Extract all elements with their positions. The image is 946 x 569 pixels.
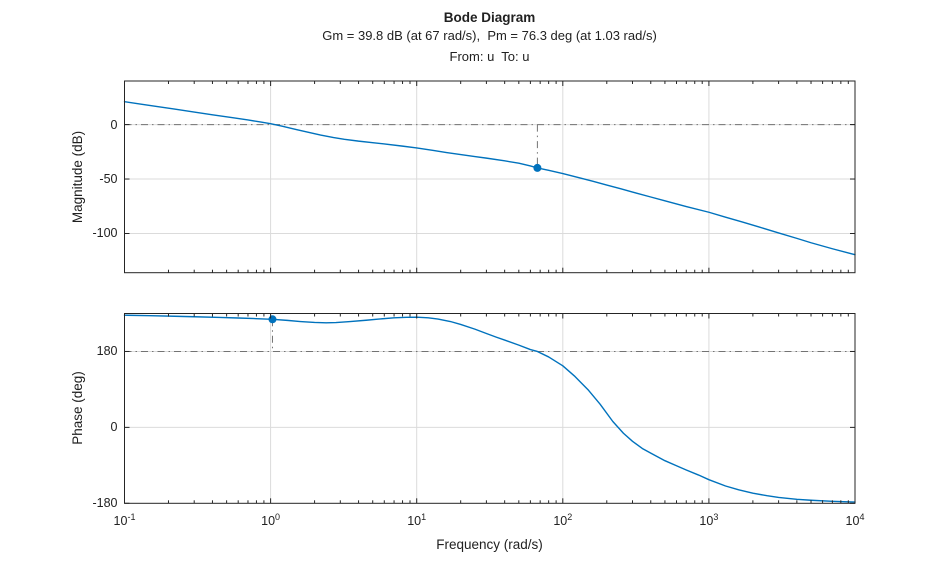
phase-y-tick-label: -180 (92, 496, 118, 511)
phase-y-tick-label: 180 (96, 344, 118, 359)
magnitude-y-tick-label: -100 (92, 226, 118, 241)
x-tick-label: 103 (699, 512, 719, 529)
phase-y-tick-label: 0 (110, 420, 118, 435)
margins-subtitle: Gm = 39.8 dB (at 67 rad/s), Pm = 76.3 de… (322, 28, 657, 43)
magnitude-y-tick-label: -50 (99, 172, 118, 187)
magnitude-y-tick-label: 0 (110, 117, 118, 132)
x-tick-label: 100 (261, 512, 281, 529)
x-tick-label: 101 (407, 512, 427, 529)
x-tick-label: 102 (553, 512, 573, 529)
x-tick-label: 104 (845, 512, 865, 529)
io-label: From: u To: u (449, 49, 530, 64)
figure-title: Bode Diagram (443, 10, 536, 25)
x-axis-label: Frequency (rad/s) (436, 537, 543, 552)
x-tick-label: 10-1 (113, 512, 136, 529)
